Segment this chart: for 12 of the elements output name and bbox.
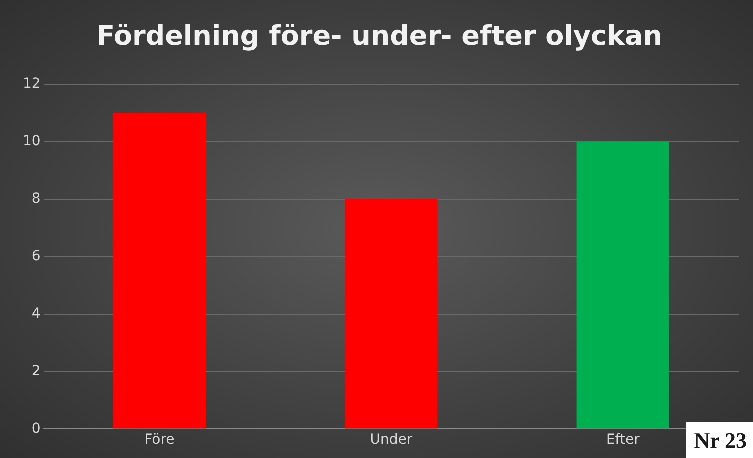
- y-tick-label: 2: [32, 363, 41, 380]
- annotation: Nr 23: [686, 422, 753, 458]
- y-tick-label: 0: [32, 420, 41, 437]
- y-tick-label: 10: [22, 134, 41, 150]
- y-tick-label: 8: [32, 190, 41, 207]
- y-tick-label: 6: [32, 248, 41, 264]
- x-tick-label: Under: [370, 432, 413, 448]
- x-tick-label: Före: [144, 432, 175, 448]
- y-tick-label: 12: [22, 76, 41, 92]
- chart-title: Fördelning före- under- efter olyckan: [96, 21, 662, 52]
- x-tick-label: Efter: [606, 432, 640, 448]
- y-tick-label: 4: [32, 306, 41, 322]
